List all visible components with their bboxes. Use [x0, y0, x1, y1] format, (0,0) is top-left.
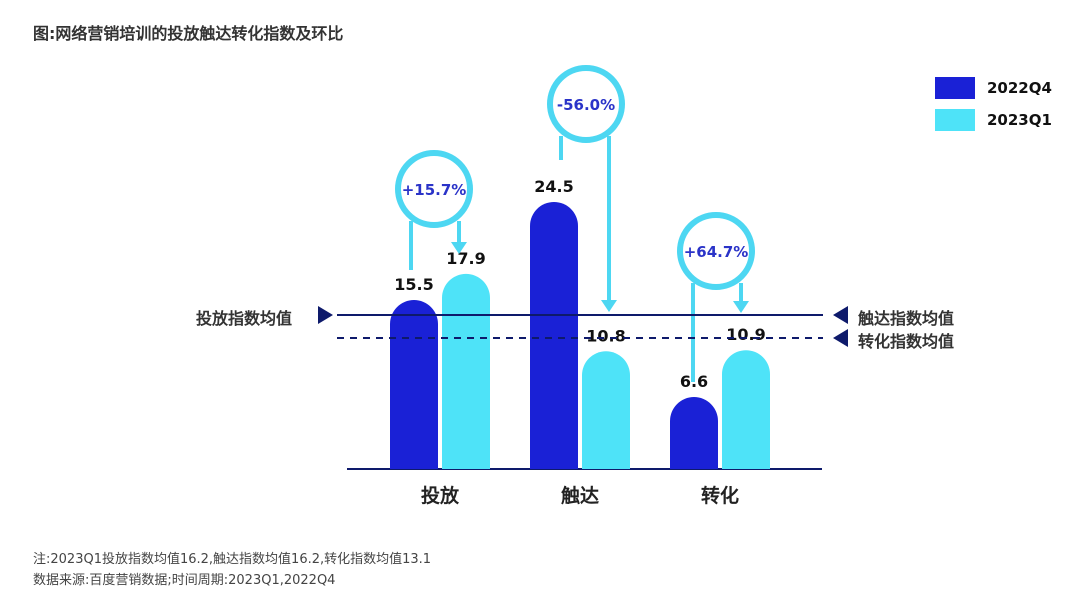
legend-label-2023q1: 2023Q1	[987, 111, 1052, 129]
data-label-2023q1-chuda: 10.8	[586, 326, 625, 345]
bar-2023q1-chuda	[582, 351, 630, 469]
avg-marker-right-dashed	[833, 329, 848, 347]
category-label-toufang: 投放	[421, 484, 460, 507]
footnote: 注:2023Q1投放指数均值16.2,触达指数均值16.2,转化指数均值13.1	[33, 552, 432, 567]
bar-2023q1-zhuanhua	[722, 350, 771, 469]
category-label-zhuanhua: 转化	[701, 484, 739, 507]
change-ring-chuda	[547, 65, 625, 143]
avg-label-toufang: 投放指数均值	[196, 309, 293, 328]
data-label-2022q4-chuda: 24.5	[534, 177, 573, 196]
bar-2022q4-zhuanhua	[670, 397, 718, 469]
change-arrow-head-zhuanhua	[733, 301, 749, 313]
change-arrow-head-toufang	[451, 242, 467, 254]
avg-marker-left	[318, 306, 333, 324]
change-pct-zhuanhua: +64.7%	[684, 243, 749, 261]
bar-2022q4-toufang	[390, 300, 438, 469]
avg-label-chuda: 触达指数均值	[858, 309, 955, 328]
change-pct-toufang: +15.7%	[402, 181, 467, 199]
change-ring-toufang	[395, 150, 473, 228]
legend-label-2022q4: 2022Q4	[987, 79, 1052, 97]
legend-swatch-2023q1	[935, 109, 975, 131]
legend-swatch-2022q4	[935, 77, 975, 99]
avg-marker-right-solid	[833, 306, 848, 324]
chart-title: 图:网络营销培训的投放触达转化指数及环比	[33, 24, 344, 43]
bar-2022q4-chuda	[530, 201, 578, 469]
category-label-chuda: 触达	[561, 484, 599, 507]
data-label-2022q4-toufang: 15.5	[394, 275, 433, 294]
data-label-2023q1-toufang: 17.9	[446, 249, 485, 268]
change-pct-chuda: -56.0%	[557, 96, 615, 114]
data-label-2023q1-zhuanhua: 10.9	[726, 325, 765, 344]
change-arrow-head-chuda	[601, 300, 617, 312]
avg-label-zhuanhua: 转化指数均值	[858, 332, 955, 351]
data-source: 数据来源:百度营销数据;时间周期:2023Q1,2022Q4	[33, 573, 336, 588]
change-ring-zhuanhua	[677, 212, 755, 290]
legend-item-2022q4: 2022Q4	[935, 76, 1052, 100]
bar-2023q1-toufang	[442, 273, 490, 469]
legend-item-2023q1: 2023Q1	[935, 108, 1052, 132]
